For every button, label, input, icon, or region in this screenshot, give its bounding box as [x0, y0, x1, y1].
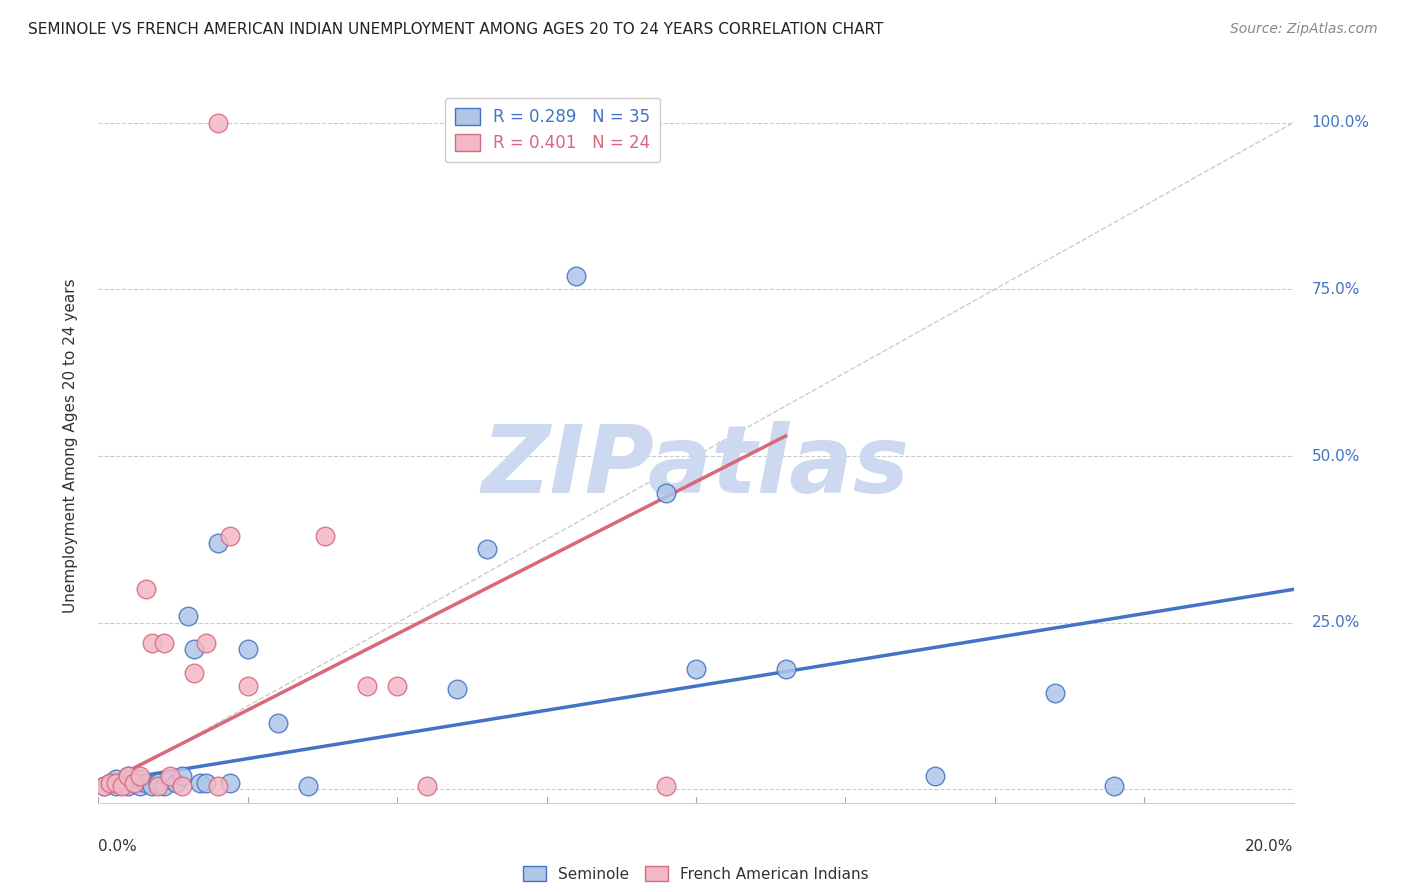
Point	[565, 268, 588, 283]
Point	[183, 665, 205, 680]
Text: 100.0%: 100.0%	[1312, 115, 1369, 130]
Point	[159, 769, 181, 783]
Point	[446, 682, 468, 697]
Point	[159, 772, 181, 787]
Point	[148, 776, 170, 790]
Point	[385, 679, 409, 693]
Point	[148, 779, 170, 793]
Point	[356, 679, 378, 693]
Legend: Seminole, French American Indians: Seminole, French American Indians	[517, 860, 875, 888]
Point	[98, 776, 122, 790]
Point	[153, 636, 176, 650]
Point	[315, 529, 337, 543]
Point	[117, 769, 139, 783]
Point	[685, 662, 707, 676]
Point	[207, 115, 229, 129]
Text: Source: ZipAtlas.com: Source: ZipAtlas.com	[1230, 22, 1378, 37]
Point	[165, 776, 187, 790]
Point	[775, 662, 797, 676]
Point	[124, 776, 146, 790]
Point	[655, 485, 678, 500]
Point	[129, 772, 152, 787]
Point	[105, 776, 128, 790]
Point	[129, 769, 152, 783]
Point	[172, 779, 194, 793]
Point	[153, 779, 176, 793]
Point	[1104, 779, 1126, 793]
Point	[188, 776, 211, 790]
Point	[207, 779, 229, 793]
Point	[135, 582, 157, 597]
Text: SEMINOLE VS FRENCH AMERICAN INDIAN UNEMPLOYMENT AMONG AGES 20 TO 24 YEARS CORREL: SEMINOLE VS FRENCH AMERICAN INDIAN UNEMP…	[28, 22, 883, 37]
Point	[236, 642, 259, 657]
Text: 50.0%: 50.0%	[1312, 449, 1360, 464]
Point	[98, 776, 122, 790]
Text: 75.0%: 75.0%	[1312, 282, 1360, 297]
Point	[207, 535, 229, 549]
Y-axis label: Unemployment Among Ages 20 to 24 years: Unemployment Among Ages 20 to 24 years	[63, 278, 77, 614]
Point	[135, 776, 157, 790]
Point	[924, 769, 946, 783]
Point	[416, 779, 439, 793]
Point	[105, 772, 128, 787]
Point	[124, 776, 146, 790]
Point	[194, 636, 218, 650]
Point	[111, 776, 134, 790]
Text: 0.0%: 0.0%	[98, 839, 138, 855]
Point	[111, 779, 134, 793]
Point	[183, 642, 205, 657]
Text: ZIPatlas: ZIPatlas	[482, 421, 910, 514]
Point	[129, 779, 152, 793]
Point	[93, 779, 115, 793]
Point	[194, 776, 218, 790]
Point	[105, 779, 128, 793]
Point	[219, 776, 242, 790]
Point	[267, 715, 290, 730]
Point	[475, 542, 498, 557]
Point	[1043, 686, 1066, 700]
Text: 25.0%: 25.0%	[1312, 615, 1360, 631]
Point	[93, 779, 115, 793]
Point	[172, 769, 194, 783]
Point	[219, 529, 242, 543]
Point	[117, 779, 139, 793]
Point	[141, 779, 163, 793]
Point	[655, 779, 678, 793]
Point	[297, 779, 319, 793]
Point	[236, 679, 259, 693]
Point	[117, 769, 139, 783]
Point	[141, 636, 163, 650]
Point	[177, 609, 200, 624]
Text: 20.0%: 20.0%	[1246, 839, 1294, 855]
